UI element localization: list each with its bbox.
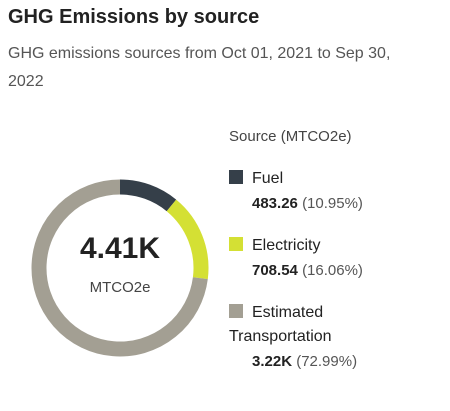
center-unit: MTCO2e (90, 279, 151, 296)
legend-label-row: Estimated Transportation (229, 301, 429, 349)
legend-label: Estimated Transportation (229, 304, 332, 345)
legend-item: Fuel 483.26 (10.95%) (229, 167, 429, 212)
donut-slice (166, 199, 209, 280)
legend-label-row: Electricity (229, 234, 429, 258)
legend-amount: 3.22K (252, 353, 293, 370)
legend-value-row: 483.26 (10.95%) (229, 195, 429, 212)
legend-item: Electricity 708.54 (16.06%) (229, 234, 429, 279)
legend-title: Source (MTCO2e) (229, 128, 352, 145)
center-total: 4.41K (80, 232, 160, 265)
legend-swatch (229, 237, 243, 251)
chart-title: GHG Emissions by source (8, 6, 260, 28)
legend: Source (MTCO2e) Fuel 483.26 (10.95%) Elect… (229, 128, 429, 392)
legend-percent: (72.99%) (296, 353, 358, 370)
chart-subtitle: GHG emissions sources from Oct 01, 2021 … (8, 45, 391, 90)
donut-slice (119, 179, 177, 212)
legend-item: Estimated Transportation 3.22K (72.99%) (229, 301, 429, 370)
legend-swatch (229, 170, 243, 184)
legend-value-row: 708.54 (16.06%) (229, 262, 429, 279)
legend-amount: 483.26 (252, 195, 298, 212)
legend-label: Electricity (252, 237, 321, 254)
donut-slice (31, 179, 208, 357)
legend-percent: (10.95%) (302, 195, 363, 212)
legend-label-row: Fuel (229, 167, 429, 191)
legend-amount: 708.54 (252, 262, 298, 279)
legend-label: Fuel (252, 170, 284, 187)
legend-swatch (229, 304, 243, 318)
legend-percent: (16.06%) (302, 262, 363, 279)
legend-value-row: 3.22K (72.99%) (229, 353, 429, 370)
